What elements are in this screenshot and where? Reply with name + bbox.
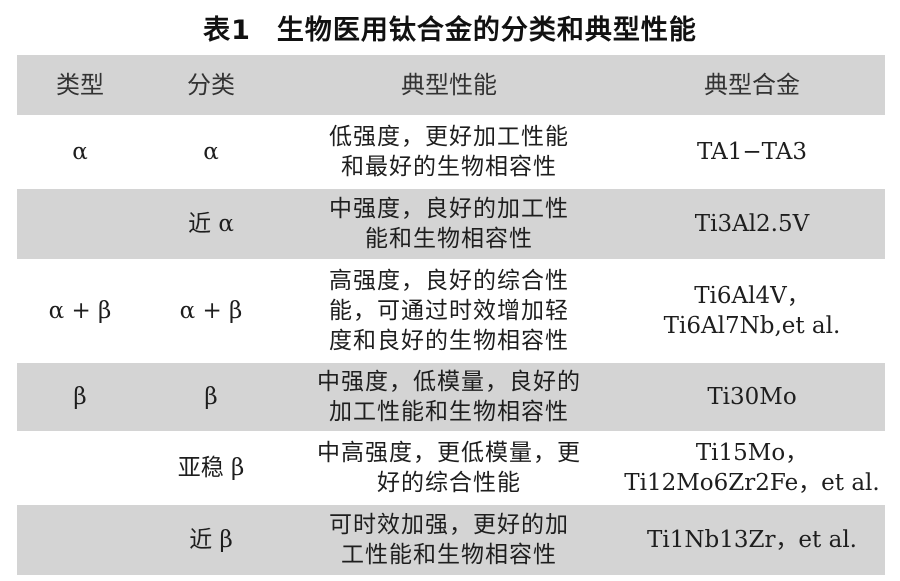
alloy-line: Ti6Al4V， <box>694 283 810 309</box>
cell-type: α <box>72 139 88 165</box>
performance-line: 工性能和生物相容性 <box>341 542 557 568</box>
cell-type <box>17 433 143 503</box>
cell-class: α + β <box>179 298 243 324</box>
cell-performance: 低强度，更好加工性能 和最好的生物相容性 <box>279 117 619 187</box>
cell-type: β <box>17 363 143 431</box>
alloy-line: Ti3Al2.5V <box>694 211 810 237</box>
cell-type: α + β <box>48 298 112 324</box>
performance-line: 好的综合性能 <box>377 470 521 496</box>
cell-alloy: Ti30Mo <box>619 363 885 431</box>
performance-line: 中强度，低模量，良好的 <box>317 369 581 395</box>
cell-alloy: Ti1Nb13Zr，et al. <box>619 505 885 575</box>
cell-class: 亚稳 β <box>177 455 245 481</box>
cell-alloy: Ti15Mo， Ti12Mo6Zr2Fe，et al. <box>619 433 885 503</box>
table-row: 亚稳 β 中高强度，更低模量，更 好的综合性能 Ti15Mo， Ti12Mo6Zr2Fe… <box>17 433 885 503</box>
cell-performance: 中强度，低模量，良好的 加工性能和生物相容性 <box>279 363 619 431</box>
cell-class: β <box>143 363 279 431</box>
header-alloy: 典型合金 <box>619 55 885 115</box>
table-caption: 生物医用钛合金的分类和典型性能 <box>276 15 697 46</box>
performance-line: 中高强度，更低模量，更 <box>317 440 581 466</box>
alloy-line: Ti15Mo， <box>695 440 809 466</box>
cell-alloy: Ti3Al2.5V <box>619 189 885 259</box>
table-row: 近 α 中强度，良好的加工性 能和生物相容性 Ti3Al2.5V <box>17 189 885 259</box>
alloy-line: Ti6Al7Nb,et al. <box>663 313 841 339</box>
performance-line: 加工性能和生物相容性 <box>329 399 569 425</box>
table-row: α α 低强度，更好加工性能 和最好的生物相容性 TA1−TA3 <box>17 117 885 187</box>
cell-performance: 可时效加强，更好的加 工性能和生物相容性 <box>279 505 619 575</box>
alloy-line: TA1−TA3 <box>697 139 807 165</box>
titanium-alloy-table: 类型 分类 典型性能 典型合金 α α 低强度，更好加工性能 和最好的生物相容性 TA1… <box>17 53 885 577</box>
header-performance: 典型性能 <box>279 55 619 115</box>
cell-type <box>17 189 143 259</box>
header-class: 分类 <box>143 55 279 115</box>
cell-alloy: TA1−TA3 <box>619 117 885 187</box>
header-row: 类型 分类 典型性能 典型合金 <box>17 55 885 115</box>
cell-performance: 高强度，良好的综合性 能，可通过时效增加轻 度和良好的生物相容性 <box>279 261 619 361</box>
performance-line: 和最好的生物相容性 <box>341 154 557 180</box>
alloy-line: Ti1Nb13Zr，et al. <box>647 527 857 553</box>
header-type: 类型 <box>17 55 143 115</box>
table-number: 表1 <box>203 15 251 46</box>
performance-line: 低强度，更好加工性能 <box>329 124 569 150</box>
alloy-line: Ti30Mo <box>707 384 797 410</box>
performance-line: 能和生物相容性 <box>365 226 533 252</box>
performance-line: 可时效加强，更好的加 <box>329 512 569 538</box>
performance-line: 能，可通过时效增加轻 <box>329 298 569 324</box>
table-row: 近 β 可时效加强，更好的加 工性能和生物相容性 Ti1Nb13Zr，et al. <box>17 505 885 575</box>
performance-line: 中强度，良好的加工性 <box>329 196 569 222</box>
table-title: 表1 生物医用钛合金的分类和典型性能 <box>0 8 900 47</box>
performance-line: 度和良好的生物相容性 <box>329 328 569 354</box>
cell-performance: 中高强度，更低模量，更 好的综合性能 <box>279 433 619 503</box>
cell-class: α <box>203 139 219 165</box>
cell-type <box>17 505 143 575</box>
table-row: α + β α + β 高强度，良好的综合性 能，可通过时效增加轻 度和良好的生物相容性… <box>17 261 885 361</box>
alloy-line: Ti12Mo6Zr2Fe，et al. <box>624 470 880 496</box>
cell-class: 近 β <box>143 505 279 575</box>
performance-line: 高强度，良好的综合性 <box>329 268 569 294</box>
cell-performance: 中强度，良好的加工性 能和生物相容性 <box>279 189 619 259</box>
table-row: β β 中强度，低模量，良好的 加工性能和生物相容性 Ti30Mo <box>17 363 885 431</box>
cell-class: 近 α <box>143 189 279 259</box>
cell-alloy: Ti6Al4V， Ti6Al7Nb,et al. <box>619 261 885 361</box>
